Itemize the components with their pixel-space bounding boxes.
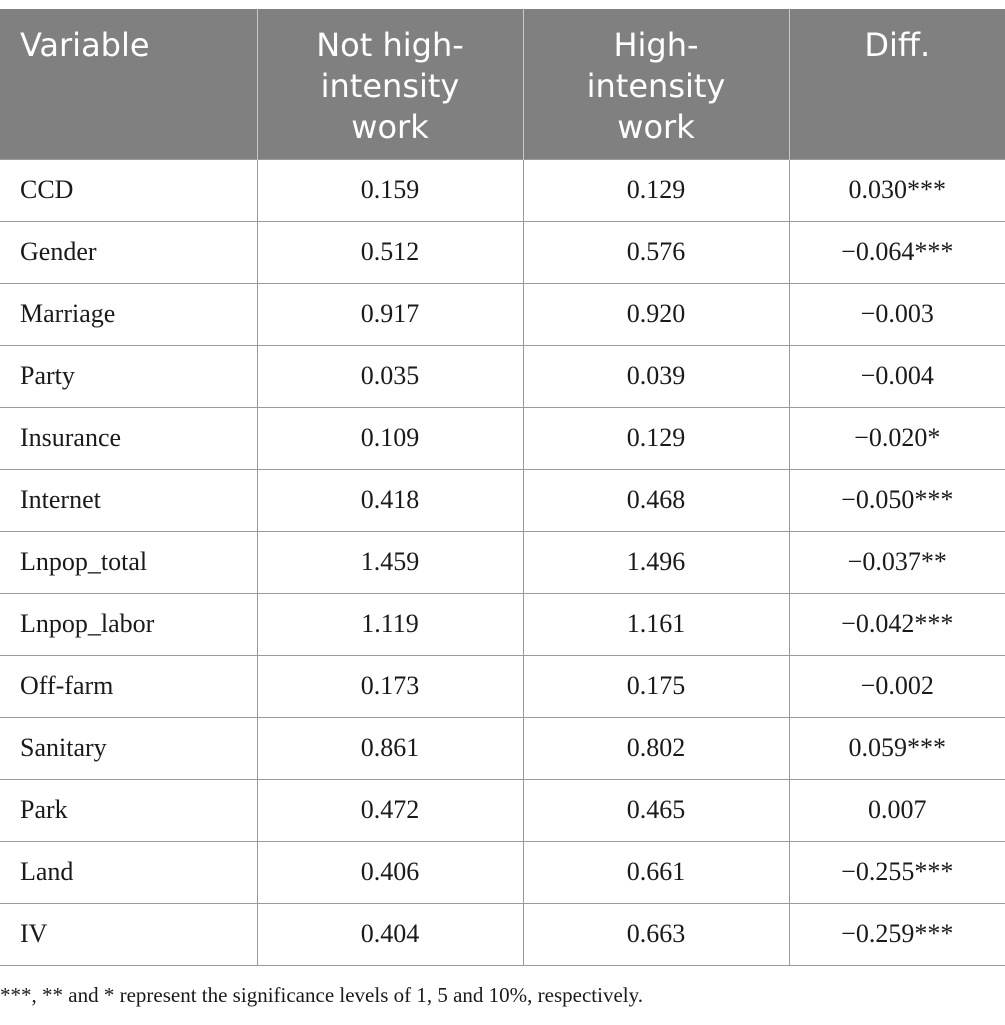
high-intensity-value: 0.129	[522, 406, 789, 469]
table-row: Lnpop_labor 1.119 1.161 −0.042***	[0, 592, 1005, 655]
diff-value: −0.259***	[788, 902, 1005, 966]
header-col1-line-1: Not high-	[316, 26, 464, 64]
header-variable: Variable	[0, 9, 257, 159]
variable-cell: Gender	[0, 220, 257, 283]
header-row: Variable Not high- intensity work High- …	[0, 9, 1005, 159]
not-high-intensity-value: 0.035	[256, 344, 523, 407]
variable-cell: IV	[0, 902, 257, 966]
diff-value: −0.003	[788, 282, 1005, 345]
header-col2-line-1: High-	[613, 26, 699, 64]
table-row: Marriage 0.917 0.920 −0.003	[0, 282, 1005, 345]
diff-value: −0.042***	[788, 592, 1005, 655]
header-high-intensity-work: High- intensity work	[522, 9, 789, 159]
diff-value: −0.002	[788, 654, 1005, 717]
high-intensity-value: 0.802	[522, 716, 789, 779]
not-high-intensity-value: 0.173	[256, 654, 523, 717]
variable-cell: Sanitary	[0, 716, 257, 779]
high-intensity-value: 0.576	[522, 220, 789, 283]
variable-cell: Marriage	[0, 282, 257, 345]
table-header: Variable Not high- intensity work High- …	[0, 9, 1005, 159]
table-row: Off-farm 0.173 0.175 −0.002	[0, 654, 1005, 717]
high-intensity-value: 0.663	[522, 902, 789, 966]
table-body: CCD 0.159 0.129 0.030*** Gender 0.512 0.576 −0.…	[0, 158, 1005, 966]
table-row: Internet 0.418 0.468 −0.050***	[0, 468, 1005, 531]
high-intensity-value: 0.920	[522, 282, 789, 345]
diff-value: −0.050***	[788, 468, 1005, 531]
not-high-intensity-value: 0.159	[256, 158, 523, 221]
high-intensity-value: 1.496	[522, 530, 789, 593]
table-row: Lnpop_total 1.459 1.496 −0.037**	[0, 530, 1005, 593]
not-high-intensity-value: 0.472	[256, 778, 523, 841]
not-high-intensity-value: 0.917	[256, 282, 523, 345]
table-row: Land 0.406 0.661 −0.255***	[0, 840, 1005, 903]
high-intensity-value: 0.039	[522, 344, 789, 407]
table-row: CCD 0.159 0.129 0.030***	[0, 158, 1005, 221]
header-col1-line-2: intensity	[320, 67, 460, 105]
not-high-intensity-value: 0.406	[256, 840, 523, 903]
header-col2-line-3: work	[617, 108, 695, 146]
summary-statistics-table: Variable Not high- intensity work High- …	[0, 9, 1005, 966]
variable-cell: Lnpop_total	[0, 530, 257, 593]
variable-cell: Park	[0, 778, 257, 841]
variable-cell: Party	[0, 344, 257, 407]
not-high-intensity-value: 1.119	[256, 592, 523, 655]
variable-cell: Internet	[0, 468, 257, 531]
not-high-intensity-value: 0.861	[256, 716, 523, 779]
not-high-intensity-value: 1.459	[256, 530, 523, 593]
variable-cell: Land	[0, 840, 257, 903]
high-intensity-value: 0.129	[522, 158, 789, 221]
not-high-intensity-value: 0.512	[256, 220, 523, 283]
high-intensity-value: 1.161	[522, 592, 789, 655]
diff-value: −0.037**	[788, 530, 1005, 593]
high-intensity-value: 0.465	[522, 778, 789, 841]
diff-value: 0.007	[788, 778, 1005, 841]
variable-cell: Off-farm	[0, 654, 257, 717]
variable-cell: Insurance	[0, 406, 257, 469]
header-diff: Diff.	[788, 9, 1005, 159]
high-intensity-value: 0.468	[522, 468, 789, 531]
not-high-intensity-value: 0.404	[256, 902, 523, 966]
table-row: Park 0.472 0.465 0.007	[0, 778, 1005, 841]
high-intensity-value: 0.175	[522, 654, 789, 717]
header-not-high-intensity-work: Not high- intensity work	[256, 9, 523, 159]
table-row: Party 0.035 0.039 −0.004	[0, 344, 1005, 407]
table-row: IV 0.404 0.663 −0.259***	[0, 902, 1005, 966]
diff-value: −0.004	[788, 344, 1005, 407]
table-row: Insurance 0.109 0.129 −0.020*	[0, 406, 1005, 469]
diff-value: −0.255***	[788, 840, 1005, 903]
header-variable-line-1: Variable	[20, 26, 150, 64]
table-footnote: ***, ** and * represent the significance…	[0, 983, 644, 1007]
header-diff-line-1: Diff.	[864, 26, 931, 64]
diff-value: −0.020*	[788, 406, 1005, 469]
summary-statistics-table-container: Variable Not high- intensity work High- …	[0, 9, 1005, 966]
table-row: Gender 0.512 0.576 −0.064***	[0, 220, 1005, 283]
not-high-intensity-value: 0.109	[256, 406, 523, 469]
diff-value: 0.059***	[788, 716, 1005, 779]
diff-value: −0.064***	[788, 220, 1005, 283]
header-col2-line-2: intensity	[586, 67, 726, 105]
table-row: Sanitary 0.861 0.802 0.059***	[0, 716, 1005, 779]
high-intensity-value: 0.661	[522, 840, 789, 903]
header-col1-line-3: work	[351, 108, 429, 146]
variable-cell: Lnpop_labor	[0, 592, 257, 655]
variable-cell: CCD	[0, 158, 257, 221]
diff-value: 0.030***	[788, 158, 1005, 221]
not-high-intensity-value: 0.418	[256, 468, 523, 531]
